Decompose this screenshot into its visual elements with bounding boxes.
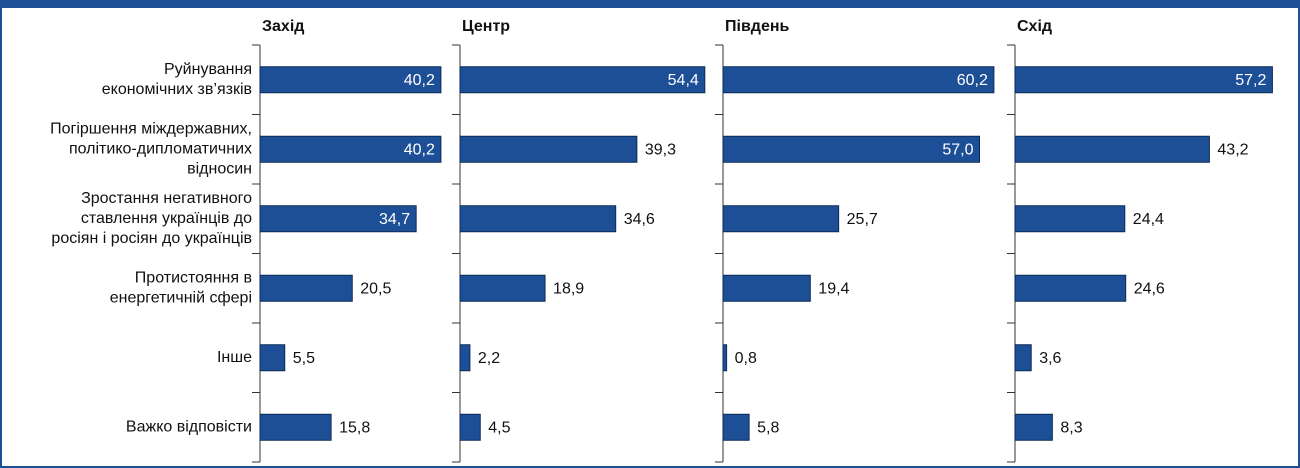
bar [722,413,750,441]
bar [722,274,811,302]
bar [722,205,840,233]
value-label: 40,2 [404,141,435,158]
value-label: 8,3 [1060,419,1082,436]
value-label: 5,8 [757,419,779,436]
category-label: Погіршення міждержавних, [50,120,252,137]
panel-title: Південь [725,18,790,35]
bar [259,274,353,302]
value-label: 18,9 [553,280,584,297]
bar [259,205,417,233]
bar [1014,413,1053,441]
bar [722,344,728,372]
bar [459,66,706,94]
value-label: 4,5 [488,419,510,436]
value-label: 0,8 [735,350,757,367]
bar [259,66,442,94]
panel-title: Захід [262,18,304,35]
value-label: 2,2 [478,350,500,367]
value-label: 19,4 [818,280,849,297]
bar [722,135,980,163]
category-label: Важко відповісти [126,418,252,435]
panel-title: Схід [1017,18,1052,35]
value-label: 40,2 [404,72,435,89]
value-label: 24,4 [1133,211,1164,228]
bar [459,413,481,441]
panel-title: Центр [462,18,510,35]
category-label: росіян і росіян до українців [51,230,252,247]
bar [722,66,995,94]
value-label: 34,7 [379,211,410,228]
bar [1014,66,1273,94]
bar [1014,344,1032,372]
value-label: 3,6 [1039,350,1061,367]
header-strip [0,0,1300,8]
category-label: Протистояння в [135,269,252,286]
value-label: 15,8 [339,419,370,436]
category-label: енергетичній сфері [110,289,252,306]
value-label: 54,4 [668,72,699,89]
value-label: 25,7 [847,211,878,228]
value-label: 5,5 [293,350,315,367]
bar [459,344,471,372]
bar [259,413,332,441]
value-label: 57,2 [1235,72,1266,89]
value-label: 57,0 [942,141,973,158]
bar [459,205,617,233]
category-label: Інше [217,349,252,366]
category-label: ставлення українців до [81,210,252,227]
category-label: політико-дипломатичних [69,140,252,157]
bar [459,274,546,302]
value-label: 43,2 [1217,141,1248,158]
value-label: 39,3 [645,141,676,158]
bar [1014,274,1127,302]
value-label: 60,2 [957,72,988,89]
value-label: 20,5 [360,280,391,297]
bar [259,135,442,163]
category-label: Руйнування [164,61,252,78]
value-label: 34,6 [624,211,655,228]
bar [459,135,638,163]
category-label: економічних зв’язків [102,81,252,98]
category-label: відносин [187,160,252,177]
category-label: Зростання негативного [81,190,252,207]
bar [1014,135,1210,163]
bar [1014,205,1126,233]
value-label: 24,6 [1134,280,1165,297]
bar [259,344,286,372]
